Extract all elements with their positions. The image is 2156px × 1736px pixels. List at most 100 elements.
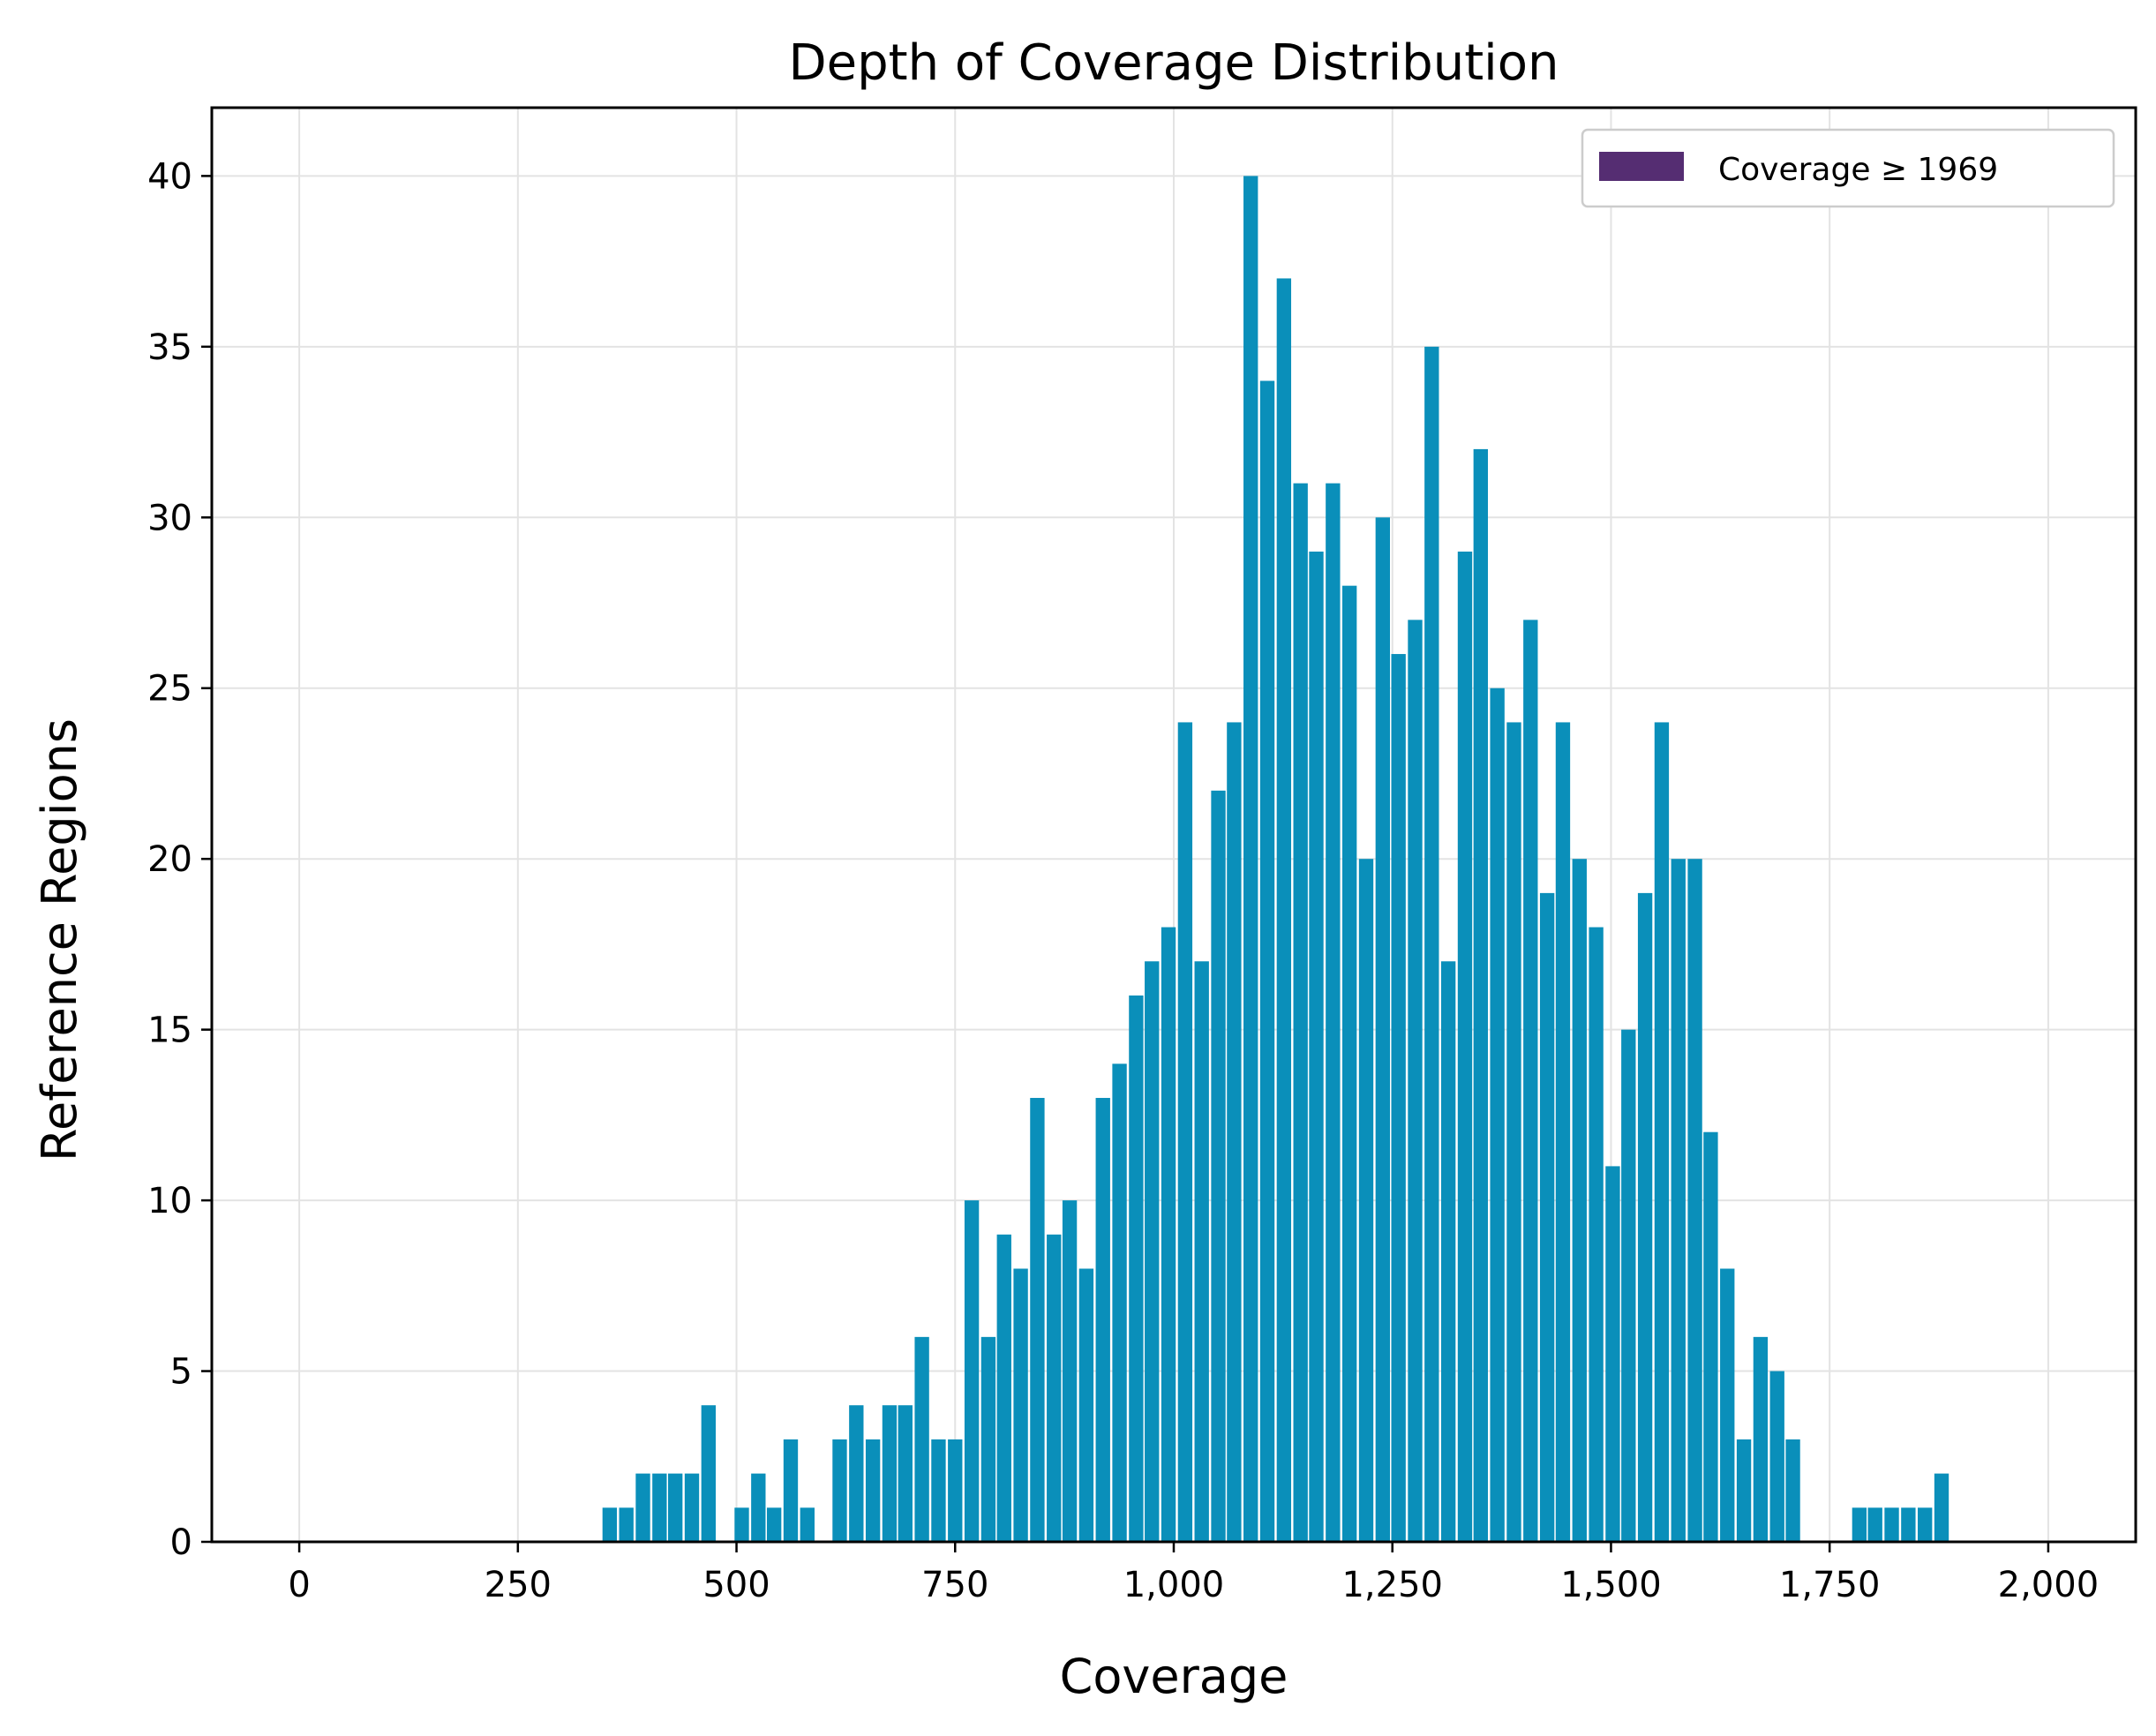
- histogram-bar: [832, 1439, 847, 1542]
- histogram-bar: [1901, 1507, 1916, 1542]
- histogram-bar: [1276, 278, 1292, 1543]
- y-tick-label: 0: [170, 1522, 192, 1563]
- histogram-bar: [602, 1507, 618, 1542]
- legend-swatch: [1599, 152, 1684, 181]
- y-tick-label: 25: [147, 669, 192, 710]
- histogram-bar: [1884, 1507, 1899, 1542]
- histogram-bar: [1637, 892, 1653, 1542]
- histogram-bar: [1687, 859, 1702, 1542]
- histogram-bar: [1785, 1439, 1800, 1542]
- histogram-bar: [1112, 1063, 1127, 1542]
- histogram-bar: [1424, 346, 1439, 1543]
- histogram-bar: [1375, 517, 1390, 1542]
- x-tick-label: 1,500: [1560, 1565, 1662, 1605]
- x-tick-label: 2,000: [1998, 1565, 2100, 1605]
- x-tick-label: 1,250: [1341, 1565, 1443, 1605]
- histogram-bar: [882, 1405, 898, 1542]
- bars: [602, 176, 1949, 1543]
- histogram-bar: [1523, 620, 1538, 1542]
- histogram-bar: [1293, 483, 1308, 1542]
- y-tick-label: 20: [147, 839, 192, 880]
- histogram-bar: [652, 1473, 667, 1542]
- legend-box: [1581, 128, 2115, 208]
- histogram-bar: [948, 1439, 963, 1542]
- histogram-bar: [701, 1405, 717, 1542]
- legend: Coverage ≥ 1969: [1581, 128, 2115, 208]
- chart-title: Depth of Coverage Distribution: [789, 34, 1559, 92]
- histogram-bar: [964, 1200, 980, 1542]
- histogram-bar: [1720, 1268, 1735, 1542]
- x-axis-label: Coverage: [1060, 1649, 1288, 1704]
- histogram-bar: [668, 1473, 683, 1542]
- histogram-bar: [766, 1507, 782, 1542]
- y-tick-label: 10: [147, 1181, 192, 1221]
- y-tick-label: 35: [147, 327, 192, 368]
- histogram-bar: [1589, 927, 1604, 1542]
- histogram-bar: [1490, 688, 1505, 1542]
- histogram-bar: [1457, 551, 1473, 1542]
- histogram-bar: [980, 1336, 996, 1542]
- histogram-bar: [1506, 722, 1521, 1542]
- x-tick-label: 250: [485, 1565, 552, 1605]
- histogram-bar: [1095, 1098, 1110, 1542]
- histogram-bar: [1440, 961, 1456, 1542]
- histogram-bar: [1326, 483, 1341, 1542]
- histogram-bar: [1047, 1234, 1062, 1542]
- histogram-bar: [1211, 790, 1226, 1542]
- histogram-bar: [1934, 1473, 1949, 1542]
- histogram-bar: [1145, 961, 1160, 1542]
- histogram-bar: [1078, 1268, 1094, 1542]
- histogram-bar: [635, 1473, 650, 1542]
- x-tick-label: 0: [288, 1565, 310, 1605]
- histogram-bar: [1769, 1371, 1784, 1542]
- histogram-bar: [1621, 1029, 1636, 1542]
- axis-ticks: 0 250 500 750 1,000 1,250 1,500 1,750 2,000 0 5 10 1…: [147, 156, 2099, 1605]
- histogram-bar: [1572, 859, 1587, 1542]
- y-axis-label: Reference Regions: [32, 718, 87, 1161]
- histogram-bar: [1227, 722, 1242, 1542]
- y-tick-label: 15: [147, 1011, 192, 1051]
- y-tick-label: 40: [147, 156, 192, 197]
- histogram-bar: [684, 1473, 700, 1542]
- y-tick-label: 30: [147, 498, 192, 538]
- histogram-bar: [1539, 892, 1555, 1542]
- histogram-bar: [1753, 1336, 1769, 1542]
- histogram-bar: [1013, 1268, 1028, 1542]
- histogram-bar: [1918, 1507, 1933, 1542]
- x-tick-label: 750: [921, 1565, 988, 1605]
- histogram-bar: [1129, 995, 1144, 1542]
- y-tick-label: 5: [170, 1352, 192, 1393]
- histogram-bar: [1867, 1507, 1882, 1542]
- x-tick-label: 1,750: [1779, 1565, 1881, 1605]
- histogram-bar: [1062, 1200, 1078, 1542]
- histogram-bar: [1358, 859, 1374, 1542]
- histogram-bar: [1473, 448, 1488, 1542]
- histogram-bar: [1654, 722, 1670, 1542]
- histogram-bar: [1852, 1507, 1867, 1542]
- histogram-bar: [849, 1405, 864, 1542]
- histogram-bar: [1703, 1131, 1718, 1542]
- histogram-bar: [1391, 654, 1406, 1542]
- histogram-bar: [914, 1336, 929, 1542]
- histogram-bar: [783, 1439, 799, 1542]
- histogram-bar: [1161, 927, 1176, 1542]
- histogram-bar: [1194, 961, 1209, 1542]
- histogram-bar: [1177, 722, 1193, 1542]
- x-tick-label: 1,000: [1123, 1565, 1225, 1605]
- histogram-bar: [619, 1507, 634, 1542]
- x-tick-label: 500: [702, 1565, 770, 1605]
- histogram-bar: [898, 1405, 913, 1542]
- histogram-bar: [800, 1507, 815, 1542]
- histogram-bar: [1243, 176, 1258, 1542]
- histogram-bar: [865, 1439, 881, 1542]
- histogram-bar: [931, 1439, 946, 1542]
- histogram-bar: [1555, 722, 1571, 1542]
- histogram-bar: [1408, 620, 1423, 1542]
- histogram-bar: [1736, 1439, 1752, 1542]
- legend-label: Coverage ≥ 1969: [1718, 152, 1998, 188]
- histogram-bar: [734, 1507, 749, 1542]
- histogram-bar: [1605, 1166, 1620, 1542]
- histogram-bar: [1309, 551, 1324, 1542]
